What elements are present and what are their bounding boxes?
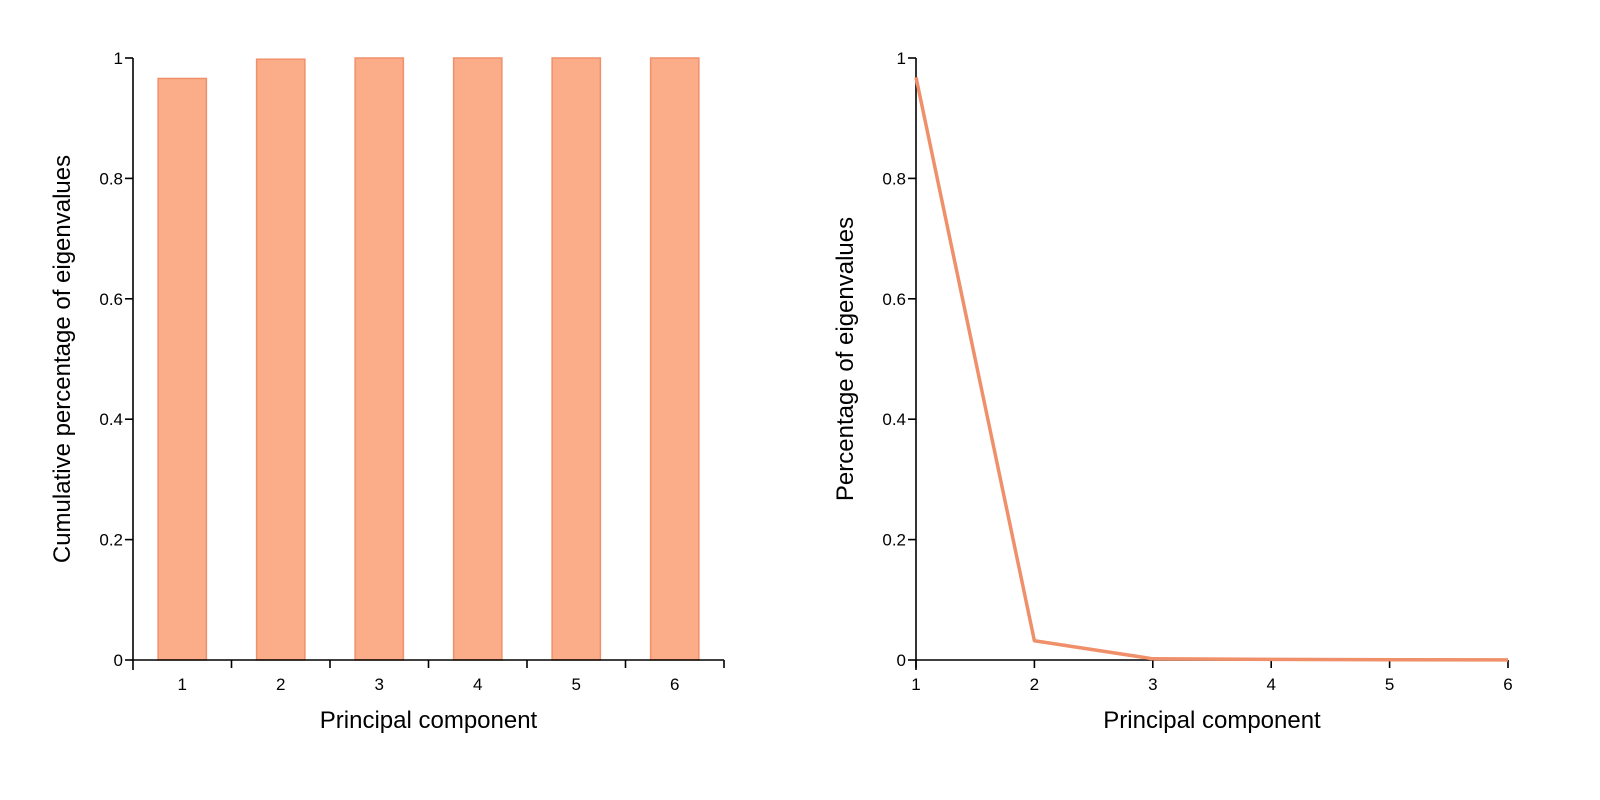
- x-tick-label: 1: [911, 675, 920, 694]
- bar-pc-1: [157, 77, 208, 661]
- x-tick-label: 2: [1030, 675, 1039, 694]
- y-tick-label: 0.8: [99, 169, 123, 188]
- y-tick-label: 1: [897, 49, 906, 68]
- bar-pc-2: [255, 58, 306, 661]
- bar-pc-4: [452, 57, 503, 661]
- x-tick-label: 6: [670, 675, 679, 694]
- x-axis-label: Principal component: [320, 707, 538, 734]
- x-tick-label: 1: [178, 675, 187, 694]
- y-axis-label: Percentage of eigenvalues: [832, 217, 859, 501]
- x-tick-label: 4: [1266, 675, 1275, 694]
- y-tick-label: 0.4: [882, 410, 906, 429]
- x-tick-label: 5: [1385, 675, 1394, 694]
- x-tick-label: 2: [276, 675, 285, 694]
- y-tick-label: 1: [114, 49, 123, 68]
- bar-pc-5: [551, 57, 602, 661]
- y-tick-label: 0.6: [99, 290, 123, 309]
- eigenvalue-line: [914, 76, 1509, 662]
- x-axis-label: Principal component: [1103, 707, 1321, 734]
- y-tick-label: 0.4: [99, 410, 123, 429]
- x-tick-label: 6: [1503, 675, 1512, 694]
- y-tick-label: 0: [114, 651, 123, 670]
- x-tick-label: 3: [1148, 675, 1157, 694]
- y-tick-label: 0: [897, 651, 906, 670]
- bar-pc-6: [649, 57, 700, 661]
- y-tick-label: 0.2: [882, 531, 906, 550]
- x-tick-label: 5: [572, 675, 581, 694]
- bar-pc-3: [354, 57, 405, 661]
- y-axis-label: Cumulative percentage of eigenvalues: [49, 155, 76, 563]
- y-tick-label: 0.2: [99, 531, 123, 550]
- eigenvalue-line-chart: 0 0.2 0.4 0.6 0.8 1 1 2 3 4 5 6 Principal component P…: [832, 49, 1513, 734]
- y-tick-label: 0.6: [882, 290, 906, 309]
- x-tick-label: 3: [375, 675, 384, 694]
- x-tick-label: 4: [473, 675, 482, 694]
- cumulative-bar-chart: 0 0.2 0.4 0.6 0.8 1 1 2 3 4 5 6 Principal component C…: [49, 49, 725, 734]
- y-tick-label: 0.8: [882, 169, 906, 188]
